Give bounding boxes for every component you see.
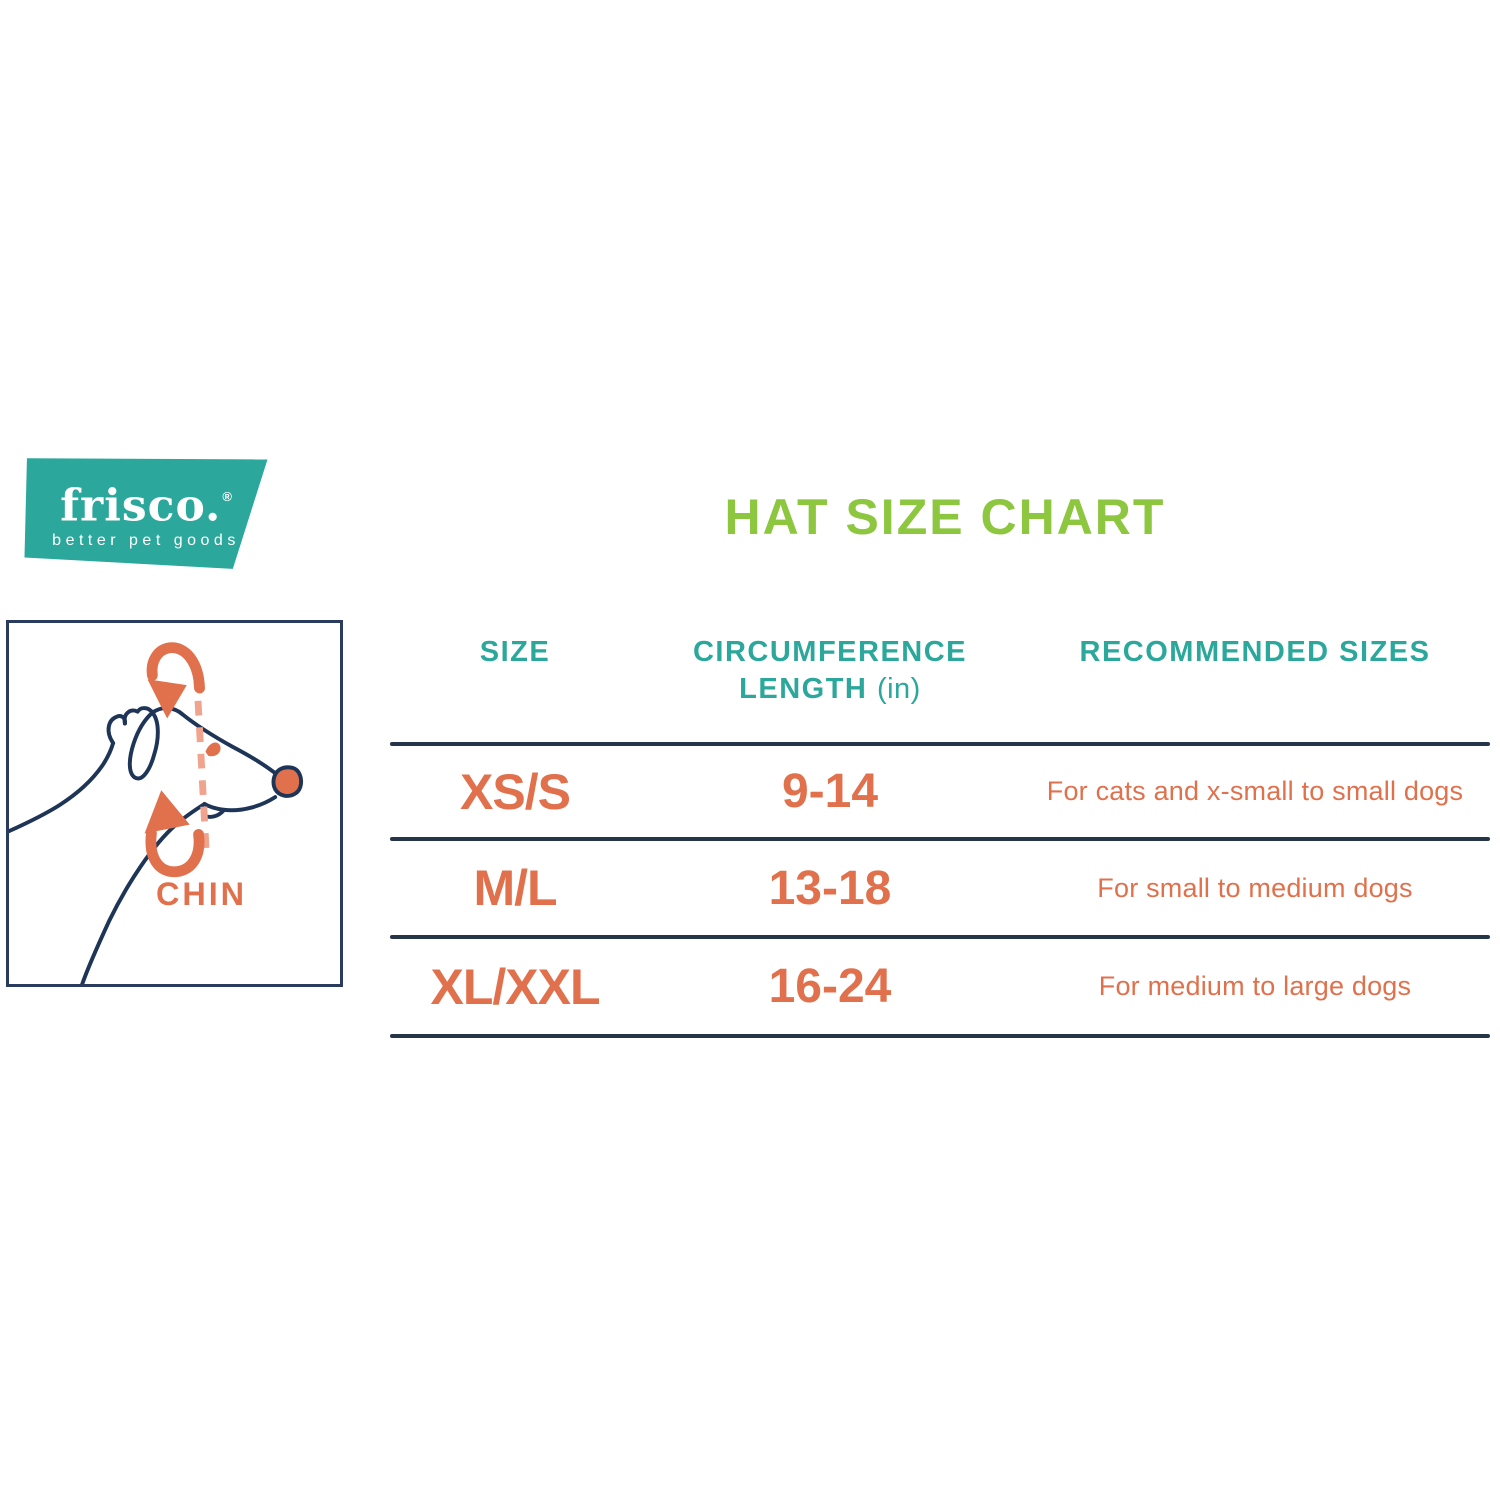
table-header-row: SIZE CIRCUMFERENCE LENGTH (in) RECOMMEND…	[390, 622, 1490, 742]
brand-name-text: frisco.	[60, 480, 222, 532]
brand-banner: frisco.® better pet goods	[24, 458, 268, 569]
measure-arrow-bottom-icon	[144, 790, 205, 878]
brand-name: frisco.®	[60, 478, 232, 530]
table-divider	[390, 1034, 1490, 1038]
row-recommended: For small to medium dogs	[1097, 872, 1413, 903]
chin-label: CHIN	[156, 876, 247, 912]
table-divider	[390, 837, 1490, 841]
measure-arrow-top-icon	[146, 642, 205, 719]
brand-tagline: better pet goods	[52, 532, 240, 550]
size-table: SIZE CIRCUMFERENCE LENGTH (in) RECOMMEND…	[390, 622, 1490, 1038]
header-circumference-unit: (in)	[876, 673, 921, 705]
row-circumference: 16-24	[768, 960, 892, 1013]
dog-nose	[271, 765, 304, 798]
row-size: XS/S	[460, 763, 571, 820]
measurement-diagram: CHIN	[6, 620, 343, 987]
dog-outline	[9, 706, 281, 984]
dog-head-illustration: CHIN	[9, 642, 304, 984]
registered-trademark-icon: ®	[222, 488, 233, 504]
table-row: XL/XXL 16-24 For medium to large dogs	[390, 939, 1490, 1034]
row-circumference: 9-14	[781, 765, 879, 818]
table-row: M/L 13-18 For small to medium dogs	[390, 841, 1490, 935]
row-recommended: For cats and x-small to small dogs	[1046, 776, 1464, 806]
dog-eye	[205, 742, 221, 757]
row-circumference: 13-18	[768, 861, 892, 915]
table-divider	[390, 742, 1490, 746]
header-circumference-line2: LENGTH	[739, 673, 868, 705]
row-recommended: For medium to large dogs	[1098, 971, 1412, 1001]
row-size: XL/XXL	[430, 958, 600, 1015]
header-size: SIZE	[479, 636, 551, 668]
header-recommended: RECOMMENDED SIZES	[1079, 636, 1431, 668]
table-divider	[390, 935, 1490, 939]
header-circumference-line1: CIRCUMFERENCE	[692, 636, 968, 668]
page-title: HAT SIZE CHART	[724, 489, 1166, 545]
table-row: XS/S 9-14 For cats and x-small to small …	[390, 746, 1490, 837]
measure-dashed-line	[193, 674, 210, 857]
row-size: M/L	[473, 860, 557, 916]
header-circumference: CIRCUMFERENCE LENGTH (in)	[640, 634, 1020, 708]
